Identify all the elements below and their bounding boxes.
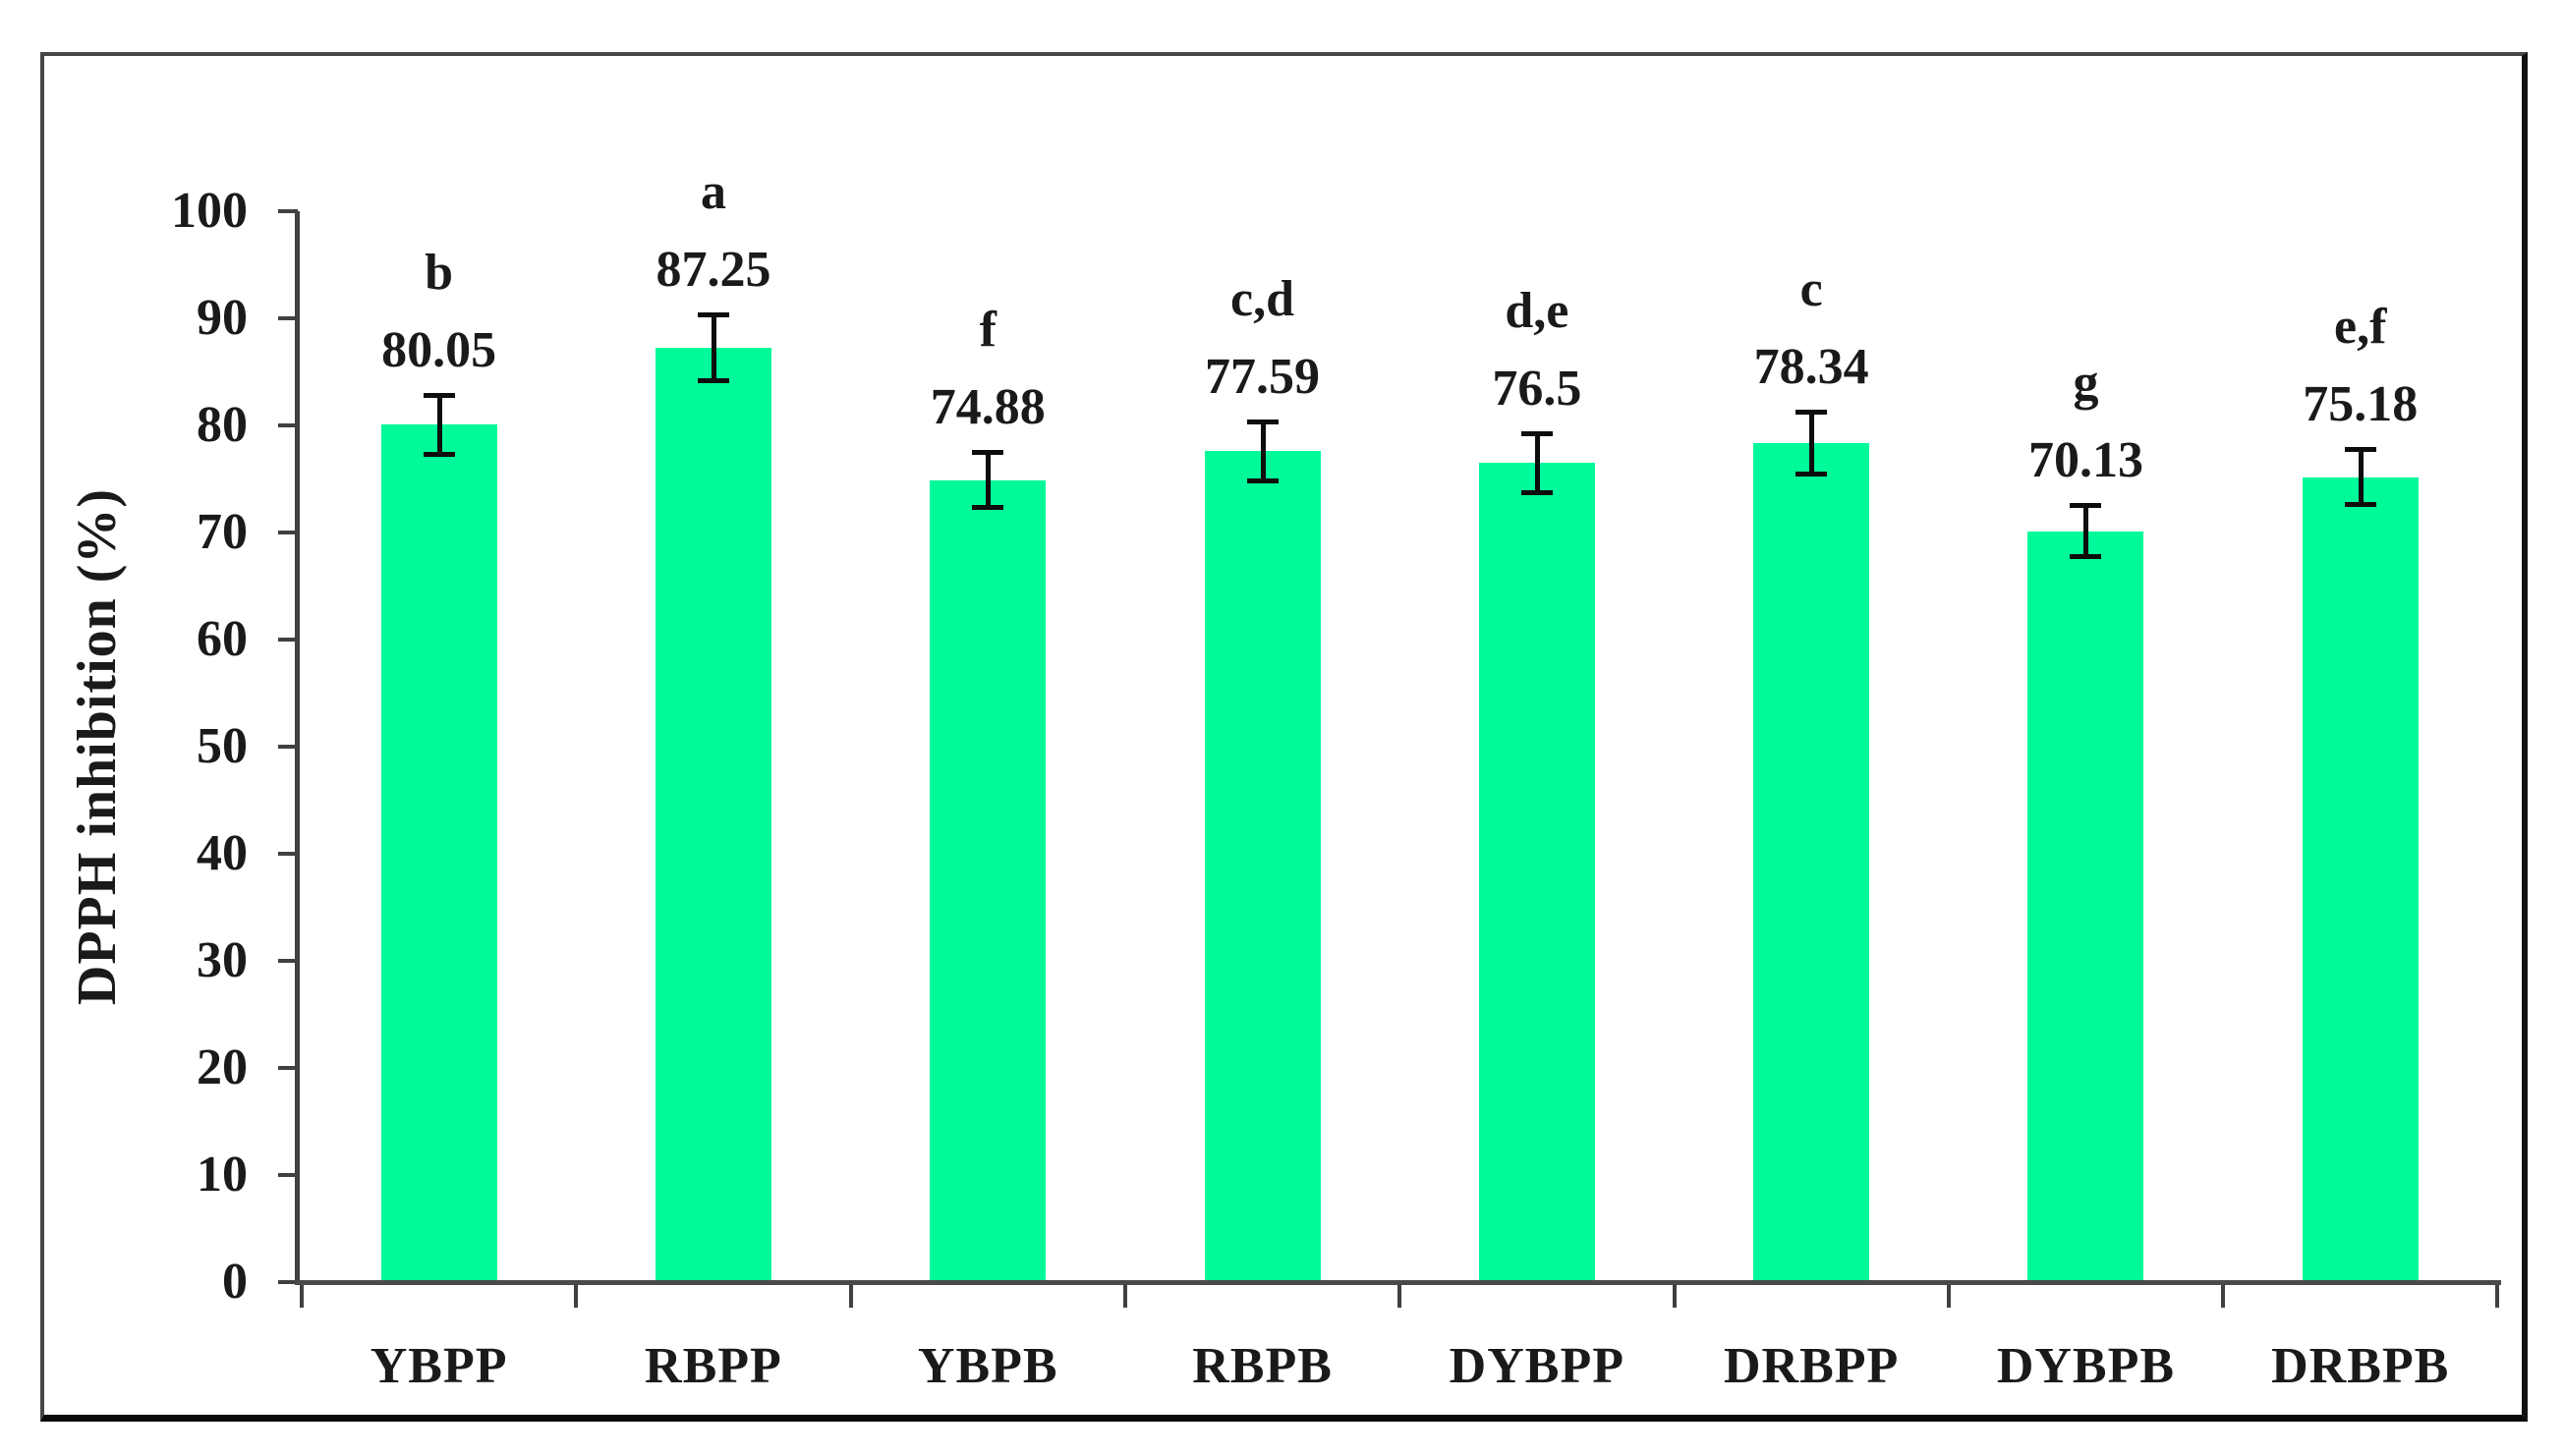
error-bar-line (711, 314, 716, 381)
value-label: 87.25 (655, 242, 771, 299)
bar (380, 424, 497, 1282)
sig-letter-label: a (700, 164, 726, 221)
x-category-label: DYBPB (1996, 1338, 2176, 1394)
bar (2302, 476, 2419, 1282)
error-bar-cap-top (2344, 447, 2376, 453)
value-label: 70.13 (2027, 432, 2143, 489)
value-label: 80.05 (381, 321, 497, 378)
bar (1204, 451, 1321, 1282)
error-bar-cap-bottom (1520, 489, 1553, 495)
figure-border (40, 52, 2528, 1422)
error-bar-line (2358, 449, 2364, 505)
bar (2027, 531, 2144, 1282)
x-category-label: YBPB (917, 1338, 1058, 1394)
error-bar-cap-top (697, 312, 729, 318)
y-tick-label: 80 (197, 397, 248, 453)
error-bar-cap-bottom (1246, 477, 1279, 483)
sig-letter-label: f (979, 302, 997, 359)
sig-letter-label: c (1799, 261, 1823, 318)
x-axis-tick (300, 1282, 304, 1308)
value-label: 77.59 (1205, 348, 1321, 405)
y-tick-label: 30 (197, 932, 248, 988)
error-bar-cap-bottom (1795, 471, 1828, 476)
y-tick-label: 40 (197, 825, 248, 881)
y-tick-label: 50 (197, 718, 248, 774)
value-label: 74.88 (930, 379, 1046, 436)
x-axis-line (295, 1280, 2501, 1285)
y-axis-tick (278, 1173, 298, 1177)
y-axis-tick (278, 1066, 298, 1070)
error-bar-line (2083, 505, 2089, 557)
y-axis-tick (278, 959, 298, 963)
x-axis-tick (1672, 1282, 1677, 1308)
x-category-label: YBPP (370, 1338, 508, 1394)
bar (1478, 463, 1595, 1282)
y-tick-label: 20 (197, 1039, 248, 1095)
x-axis-tick (574, 1282, 579, 1308)
sig-letter-label: b (425, 244, 454, 301)
sig-letter-label: c,d (1230, 270, 1295, 327)
y-tick-label: 100 (171, 183, 248, 239)
error-bar-cap-top (972, 450, 1004, 456)
y-axis-tick (278, 423, 298, 427)
sig-letter-label: e,f (2334, 299, 2387, 356)
error-bar-cap-top (1795, 410, 1828, 416)
sig-letter-label: d,e (1505, 282, 1569, 339)
x-axis-tick (2221, 1282, 2226, 1308)
value-label: 75.18 (2303, 376, 2419, 433)
y-axis-tick (278, 638, 298, 642)
sig-letter-label: g (2073, 355, 2099, 412)
y-axis-tick (278, 531, 298, 534)
error-bar-line (1534, 432, 1540, 493)
y-axis-tick (278, 852, 298, 856)
y-axis-tick (278, 209, 298, 213)
y-tick-label: 90 (197, 290, 248, 346)
y-tick-label: 10 (197, 1147, 248, 1203)
error-bar-line (1809, 412, 1815, 475)
error-bar-cap-bottom (697, 377, 729, 383)
error-bar-cap-bottom (423, 451, 455, 457)
y-axis-line (295, 211, 300, 1282)
bar (930, 479, 1047, 1282)
x-axis-tick (848, 1282, 853, 1308)
y-axis-tick (278, 745, 298, 749)
x-category-label: RBPP (645, 1338, 782, 1394)
y-tick-label: 70 (197, 504, 248, 560)
y-tick-label: 0 (222, 1254, 248, 1310)
y-axis-tick (278, 316, 298, 320)
x-category-label: DRBPB (2271, 1338, 2450, 1394)
y-tick-label: 60 (197, 611, 248, 667)
error-bar-line (1260, 420, 1266, 481)
error-bar-cap-bottom (2070, 553, 2102, 559)
error-bar-line (436, 394, 442, 455)
error-bar-cap-top (1246, 419, 1279, 424)
error-bar-cap-top (423, 392, 455, 398)
x-axis-tick (1946, 1282, 1951, 1308)
error-bar-line (986, 452, 992, 509)
error-bar-cap-top (2070, 503, 2102, 509)
value-label: 76.5 (1492, 360, 1582, 417)
bar (1753, 443, 1870, 1282)
error-bar-cap-bottom (2344, 501, 2376, 507)
x-axis-tick (1122, 1282, 1127, 1308)
x-category-label: DRBPP (1723, 1338, 1900, 1394)
error-bar-cap-top (1520, 430, 1553, 436)
x-category-label: DYBPP (1449, 1338, 1624, 1394)
y-axis-tick (278, 1280, 298, 1284)
x-axis-tick (1397, 1282, 1402, 1308)
value-label: 78.34 (1753, 339, 1869, 396)
bar (655, 347, 771, 1282)
x-axis-tick (2495, 1282, 2500, 1308)
error-bar-cap-bottom (972, 505, 1004, 511)
x-category-label: RBPB (1192, 1338, 1333, 1394)
